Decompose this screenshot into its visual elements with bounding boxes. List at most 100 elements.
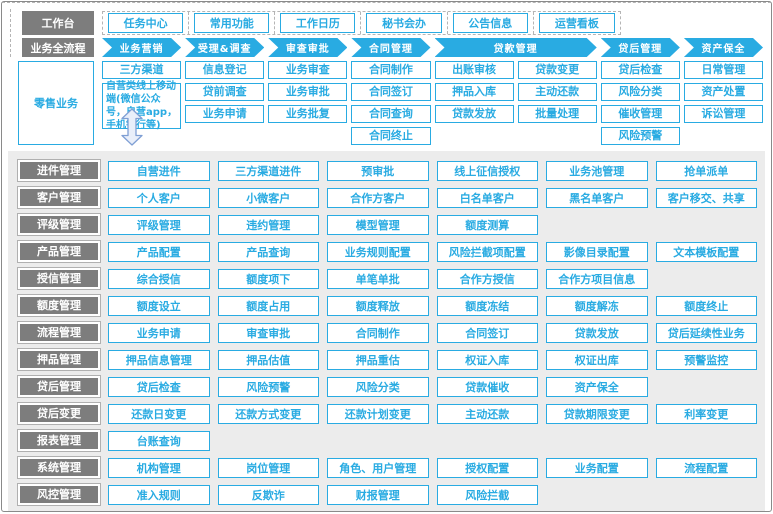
module-row: 报表管理 台账查询: [8, 427, 757, 454]
module-label-wrap: 评级管理: [8, 213, 101, 236]
module-row: 风控管理 准入规则 反欺诈 财报管理 风险拦截: [8, 481, 757, 508]
retail-feature: 信息登记: [185, 61, 265, 79]
workbench-cell: 公告信息: [448, 12, 534, 34]
module-feature: 业务配置: [546, 457, 648, 478]
module-row: 贷后变更 还款日变更 还款方式变更 还款计划变更 主动还款 贷款期限变更 利率变更: [8, 400, 757, 427]
up-down-arrow-icon: [120, 108, 144, 150]
module-feature: 权证入库: [436, 349, 538, 370]
module-grid: 贷后检查 风险预警 风险分类 贷款催收 资产保全: [108, 376, 757, 397]
module-label-wrap: 额度管理: [8, 294, 101, 317]
module-feature: 额度释放: [327, 295, 429, 316]
module-feature: 反欺诈: [217, 484, 319, 505]
retail-feature: 合同签订: [351, 83, 431, 101]
module-feature: 合作方项目信息: [546, 268, 648, 289]
process-stage: 贷款管理: [435, 38, 597, 57]
workbench-item: 秘书会办: [366, 13, 442, 33]
module-feature: 风险预警: [217, 376, 319, 397]
retail-feature: 业务批复: [268, 105, 348, 123]
module-feature: 业务规则配置: [327, 241, 429, 262]
module-feature: 流程配置: [655, 457, 757, 478]
module-feature: 额度占用: [217, 295, 319, 316]
process-flow-row: 业务全流程 业务营销 受理&调查 审查审批 合同管理 贷款管理 贷后管理 资产保全: [2, 38, 763, 57]
module-feature: 单笔单批: [327, 268, 429, 289]
module-feature: 额度测算: [436, 214, 538, 235]
workbench-row: 工作台 任务中心 常用功能 工作日历 秘书会办 公告信息 运营看板: [2, 11, 763, 35]
retail-column: 信息登记 贷前调查 业务申请: [185, 61, 265, 123]
module-feature: 小微客户: [217, 187, 319, 208]
retail-business-row: 零售业务 三方渠道 自营类线上移动端(微信公众号，自营app，手机银行等) 信息登记…: [2, 61, 763, 145]
module-label-wrap: 报表管理: [8, 429, 101, 452]
workbench-item: 公告信息: [452, 13, 528, 33]
module-feature: 风险分类: [327, 376, 429, 397]
module-feature: 违约管理: [217, 214, 319, 235]
module-feature: 自营进件: [108, 160, 210, 181]
workbench-cell: 任务中心: [103, 12, 190, 34]
module-grid: 机构管理 岗位管理 角色、用户管理 授权配置 业务配置 流程配置: [108, 457, 757, 478]
module-feature: 风险拦截项配置: [436, 241, 538, 262]
retail-feature: 日常管理: [683, 61, 763, 79]
module-feature: 产品查询: [217, 241, 319, 262]
module-label: 评级管理: [17, 213, 101, 236]
retail-feature: 业务申请: [185, 105, 265, 123]
module-grid: 额度设立 额度占用 额度释放 额度冻结 额度解冻 额度终止: [108, 295, 757, 316]
module-row: 流程管理 业务申请 审查审批 合同制作 合同签订 贷款发放 贷后延续性业务: [8, 319, 757, 346]
module-row: 贷后管理 贷后检查 风险预警 风险分类 贷款催收 资产保全: [8, 373, 757, 400]
module-feature: 风险拦截: [436, 484, 538, 505]
module-feature: 额度设立: [108, 295, 210, 316]
process-flow-label: 业务全流程: [22, 38, 94, 57]
process-stages: 业务营销 受理&调查 审查审批 合同管理 贷款管理 贷后管理 资产保全: [102, 38, 763, 57]
module-row: 额度管理 额度设立 额度占用 额度释放 额度冻结 额度解冻 额度终止: [8, 292, 757, 319]
workbench-item: 任务中心: [108, 13, 184, 33]
module-feature: 额度项下: [217, 268, 319, 289]
module-feature: 准入规则: [108, 484, 210, 505]
module-label-wrap: 贷后管理: [8, 375, 101, 398]
module-grid: 台账查询: [108, 430, 757, 451]
retail-feature: 押品入库: [434, 83, 514, 101]
retail-feature: 业务审查: [268, 61, 348, 79]
module-feature: 角色、用户管理: [327, 457, 429, 478]
module-feature: 合作方客户: [327, 187, 429, 208]
top-section: 工作台 任务中心 常用功能 工作日历 秘书会办 公告信息 运营看板 业务全流程 业务营销受…: [2, 2, 771, 145]
module-grid: 自营进件 三方渠道进件 预审批 线上征信授权 业务池管理 抢单派单: [108, 160, 757, 181]
module-feature: 资产保全: [546, 376, 648, 397]
module-grid: 评级管理 违约管理 模型管理 额度测算: [108, 214, 757, 235]
process-stage: 业务营销: [102, 38, 181, 57]
module-row: 客户管理 个人客户 小微客户 合作方客户 白名单客户 黑名单客户 客户移交、共享: [8, 184, 757, 211]
retail-feature: 批量处理: [517, 105, 597, 123]
module-label-wrap: 系统管理: [8, 456, 101, 479]
module-feature: 额度解冻: [546, 295, 648, 316]
module-grid: 押品信息管理 押品估值 押品重估 权证入库 权证出库 预警监控: [108, 349, 757, 370]
module-feature: 押品信息管理: [108, 349, 210, 370]
module-feature: 额度冻结: [436, 295, 538, 316]
module-feature: 主动还款: [436, 403, 538, 424]
module-row: 产品管理 产品配置 产品查询 业务规则配置 风险拦截项配置 影像目录配置 文本模板配置: [8, 238, 757, 265]
module-grid: 综合授信 额度项下 单笔单批 合作方授信 合作方项目信息: [108, 268, 757, 289]
module-row: 系统管理 机构管理 岗位管理 角色、用户管理 授权配置 业务配置 流程配置: [8, 454, 757, 481]
module-label: 报表管理: [17, 429, 101, 452]
retail-feature: 合同终止: [351, 127, 431, 145]
module-label-wrap: 授信管理: [8, 267, 101, 290]
module-feature: 合同制作: [327, 322, 429, 343]
module-label: 流程管理: [17, 321, 101, 344]
retail-feature: 合同查询: [351, 105, 431, 123]
module-label: 授信管理: [17, 267, 101, 290]
module-feature: 模型管理: [327, 214, 429, 235]
module-grid: 个人客户 小微客户 合作方客户 白名单客户 黑名单客户 客户移交、共享: [108, 187, 757, 208]
module-feature: 业务池管理: [546, 160, 648, 181]
module-feature: 贷款期限变更: [546, 403, 648, 424]
module-grid: 产品配置 产品查询 业务规则配置 风险拦截项配置 影像目录配置 文本模板配置: [108, 241, 757, 262]
workbench-cell: 运营看板: [534, 12, 620, 34]
module-label-wrap: 贷后变更: [8, 402, 101, 425]
retail-feature-columns: 三方渠道 自营类线上移动端(微信公众号，自营app，手机银行等) 信息登记 贷前调查业…: [102, 61, 763, 145]
process-stage: 审查审批: [268, 38, 347, 57]
retail-column: 日常管理 资产处置 诉讼管理: [683, 61, 763, 123]
module-row: 进件管理 自营进件 三方渠道进件 预审批 线上征信授权 业务池管理 抢单派单: [8, 157, 757, 184]
module-label-wrap: 进件管理: [8, 159, 101, 182]
module-feature: 文本模板配置: [655, 241, 757, 262]
retail-feature: 诉讼管理: [683, 105, 763, 123]
retail-feature: 业务审批: [268, 83, 348, 101]
retail-feature: 催收管理: [600, 105, 680, 123]
workbench-cell: 常用功能: [189, 12, 276, 34]
module-label: 押品管理: [17, 348, 101, 371]
